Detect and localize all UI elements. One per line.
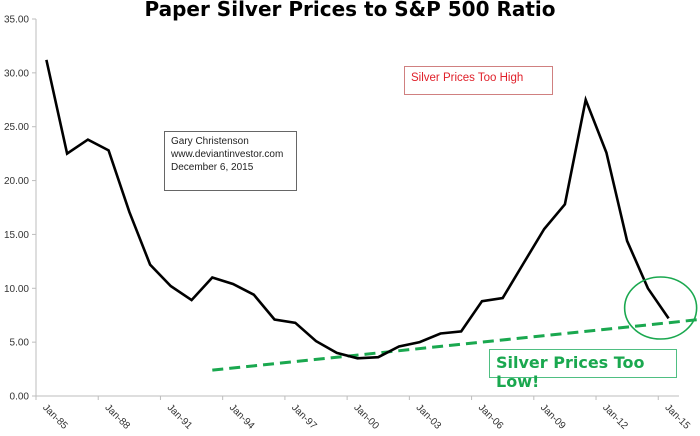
- too-high-annotation: Silver Prices Too High: [404, 66, 553, 95]
- y-tick-label: 25.00: [4, 122, 29, 133]
- x-tick-label: Jan-91: [165, 402, 195, 432]
- author-text: Gary Christenson: [171, 136, 249, 147]
- info-annotation: Gary Christenson www.deviantinvestor.com…: [164, 131, 297, 191]
- y-tick-label: 35.00: [4, 15, 29, 26]
- y-tick-label: 20.00: [4, 176, 29, 187]
- circle-layer: [623, 276, 698, 340]
- x-tick-label: Jan-97: [289, 402, 319, 432]
- x-tick-label: Jan-85: [40, 402, 70, 432]
- chart-title: Paper Silver Prices to S&P 500 Ratio: [144, 0, 555, 21]
- x-tick-label: Jan-12: [600, 402, 630, 432]
- y-tick-label: 30.00: [4, 68, 29, 79]
- y-tick-label: 0.00: [10, 392, 30, 403]
- trendline-layer: [212, 318, 700, 372]
- x-tick-label: Jan-09: [538, 402, 568, 432]
- y-tick-label: 10.00: [4, 284, 29, 295]
- too-low-text: Silver Prices Too Low!: [496, 353, 645, 391]
- too-high-text: Silver Prices Too High: [411, 72, 524, 84]
- y-tick-label: 5.00: [10, 338, 30, 349]
- highlight-circle: [623, 276, 698, 340]
- x-tick-label: Jan-00: [351, 402, 381, 432]
- series-layer: [45, 59, 670, 360]
- x-tick-label: Jan-88: [102, 402, 132, 432]
- series-line: [45, 59, 670, 360]
- x-tick-label: Jan-03: [414, 402, 444, 432]
- trendline: [212, 318, 700, 372]
- date-text: December 6, 2015: [171, 162, 254, 173]
- website-text: www.deviantinvestor.com: [171, 149, 284, 160]
- x-axis: Jan-85 Jan-88 Jan-91 Jan-94 Jan-97 Jan-00 Jan-…: [35, 395, 693, 432]
- too-low-annotation: Silver Prices Too Low!: [489, 349, 677, 391]
- y-tick-label: 15.00: [4, 230, 29, 241]
- y-axis: 0.00 5.00 10.00 15.00 20.00 25.00 30.00 35.00: [4, 15, 37, 403]
- x-tick-label: Jan-94: [227, 402, 257, 432]
- x-tick-label: Jan-06: [476, 402, 506, 432]
- x-tick-label: Jan-15: [663, 402, 693, 432]
